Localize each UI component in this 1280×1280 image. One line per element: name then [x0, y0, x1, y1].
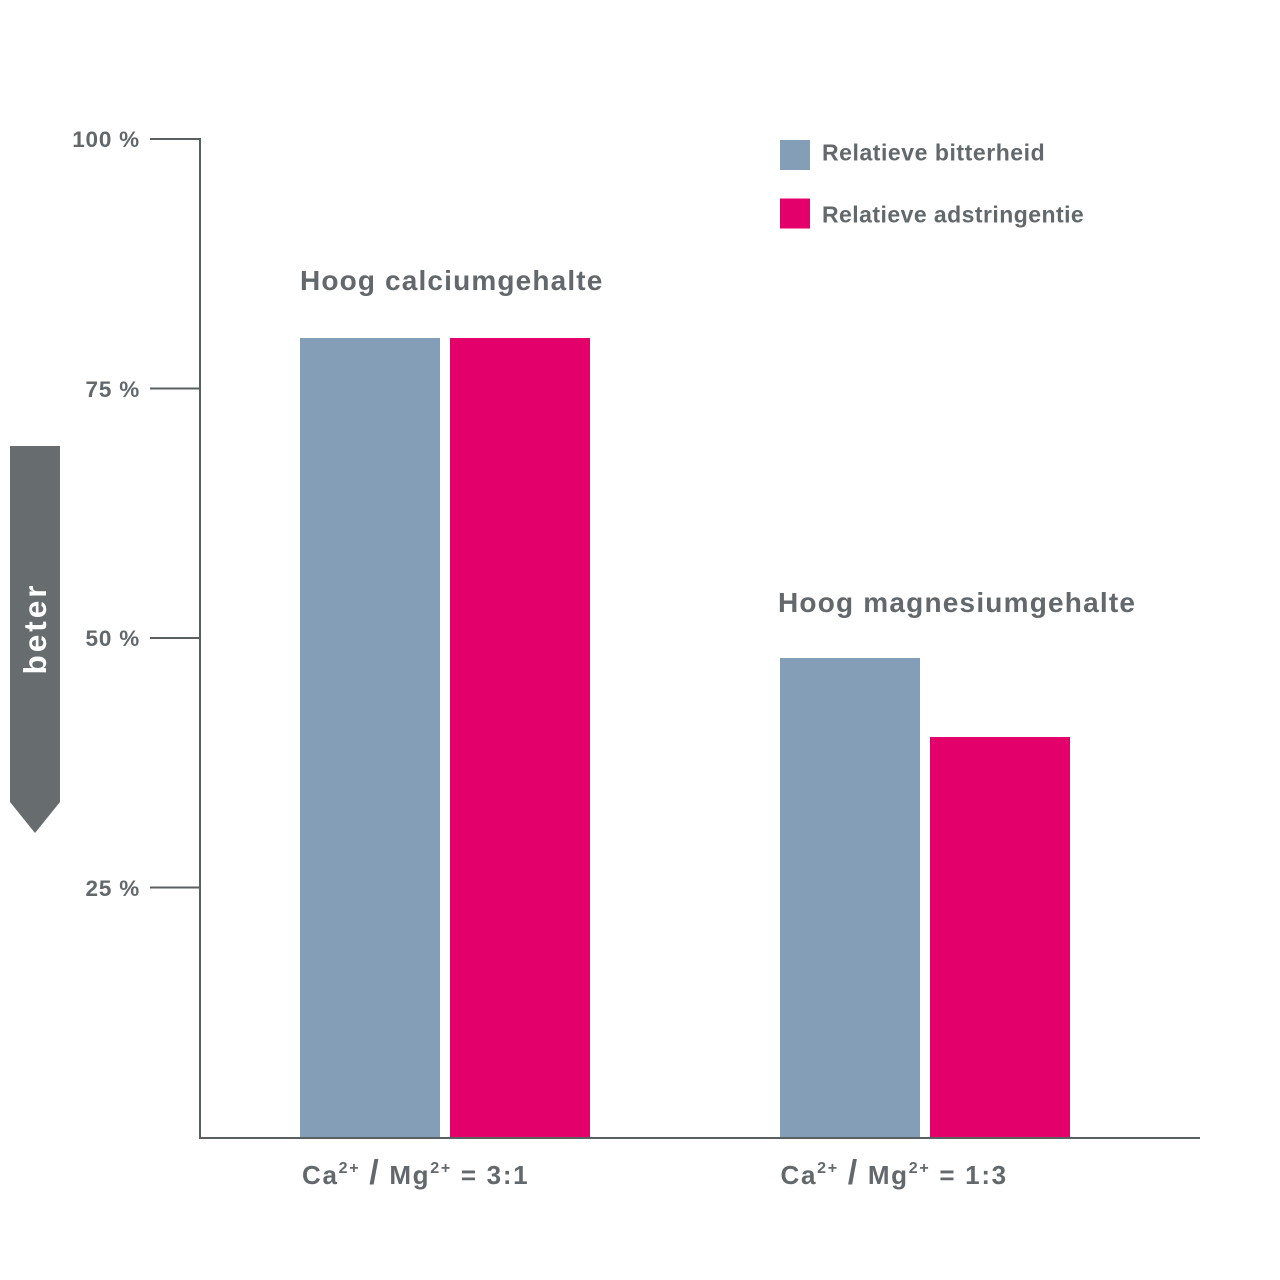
svg-text:Hoog magnesiumgehalte: Hoog magnesiumgehalte — [778, 587, 1136, 618]
svg-text:75 %: 75 % — [86, 377, 140, 402]
svg-text:Hoog calciumgehalte: Hoog calciumgehalte — [300, 265, 603, 296]
svg-text:25 %: 25 % — [86, 876, 140, 901]
svg-text:Relatieve adstringentie: Relatieve adstringentie — [822, 202, 1084, 228]
svg-text:50 %: 50 % — [86, 626, 140, 651]
svg-text:Ca2+ / Mg2+ = 1:3: Ca2+ / Mg2+ = 1:3 — [781, 1154, 1008, 1192]
svg-text:Relatieve bitterheid: Relatieve bitterheid — [822, 140, 1045, 166]
svg-text:100 %: 100 % — [72, 127, 140, 152]
svg-text:Ca2+ / Mg2+ = 3:1: Ca2+ / Mg2+ = 3:1 — [302, 1154, 529, 1192]
svg-text:beter: beter — [17, 582, 53, 674]
